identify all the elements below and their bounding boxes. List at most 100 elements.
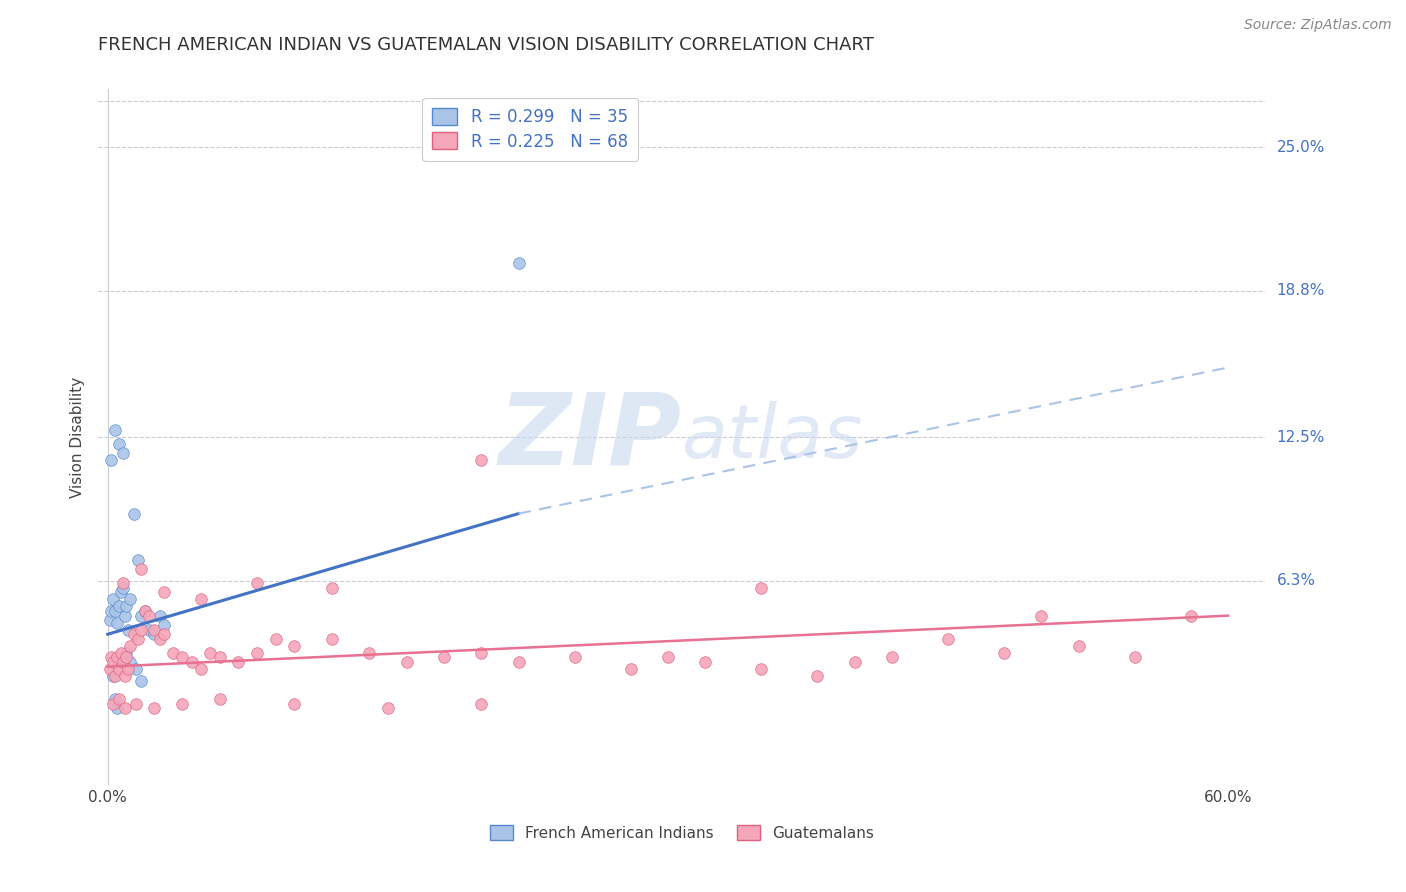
Point (127, 553, 149, 567)
Point (134, 604, 156, 618)
Point (104, 604, 127, 618)
Point (120, 655, 142, 669)
Text: FRENCH AMERICAN INDIAN VS GUATEMALAN VISION DISABILITY CORRELATION CHART: FRENCH AMERICAN INDIAN VS GUATEMALAN VIS… (98, 36, 875, 54)
Point (283, 639, 305, 653)
Text: 18.8%: 18.8% (1277, 284, 1324, 299)
Point (695, 655, 717, 669)
Point (110, 585, 132, 599)
Point (103, 669, 125, 683)
Text: 12.5%: 12.5% (1277, 430, 1324, 444)
Point (395, 655, 418, 669)
Point (115, 646, 138, 660)
Point (120, 592, 142, 607)
Point (120, 639, 142, 653)
Point (108, 692, 131, 706)
Point (104, 692, 127, 706)
Point (131, 673, 153, 688)
Point (104, 669, 127, 683)
Point (134, 604, 156, 618)
Point (125, 697, 148, 711)
Point (98, 662, 121, 676)
Point (228, 655, 250, 669)
Point (844, 655, 866, 669)
Point (749, 662, 772, 676)
Point (657, 650, 679, 665)
Point (100, 650, 122, 665)
Point (149, 608, 172, 623)
Point (190, 592, 212, 607)
Point (127, 632, 149, 646)
Point (152, 618, 174, 632)
Point (117, 623, 139, 637)
Point (172, 650, 194, 665)
Point (283, 697, 305, 711)
Point (111, 576, 134, 591)
Point (246, 576, 269, 591)
Point (152, 585, 174, 599)
Point (470, 697, 492, 711)
Point (108, 662, 131, 676)
Point (103, 655, 125, 669)
Point (131, 562, 153, 576)
Point (111, 581, 134, 595)
Point (200, 646, 222, 660)
Point (880, 650, 903, 665)
Point (1067, 639, 1090, 653)
Point (108, 599, 131, 614)
Text: Source: ZipAtlas.com: Source: ZipAtlas.com (1244, 18, 1392, 32)
Point (131, 623, 153, 637)
Point (114, 701, 136, 715)
Point (321, 581, 343, 595)
Point (749, 581, 772, 595)
Point (117, 662, 139, 676)
Point (470, 646, 492, 660)
Point (433, 650, 456, 665)
Point (321, 632, 343, 646)
Point (190, 662, 212, 676)
Point (103, 697, 125, 711)
Point (993, 646, 1015, 660)
Point (108, 662, 131, 676)
Point (619, 662, 641, 676)
Point (114, 608, 136, 623)
Point (143, 701, 166, 715)
Point (105, 650, 128, 665)
Point (110, 650, 132, 665)
Point (806, 669, 828, 683)
Point (1031, 608, 1053, 623)
Point (508, 655, 530, 669)
Point (143, 623, 166, 637)
Point (936, 632, 959, 646)
Point (111, 446, 134, 460)
Point (208, 650, 231, 665)
Point (131, 608, 153, 623)
Text: ZIP: ZIP (499, 389, 682, 485)
Point (1180, 608, 1202, 623)
Point (108, 437, 131, 451)
Point (125, 662, 148, 676)
Point (115, 599, 138, 614)
Text: 25.0%: 25.0% (1277, 140, 1324, 154)
Point (377, 701, 399, 715)
Text: atlas: atlas (682, 401, 863, 473)
Point (138, 608, 160, 623)
Point (208, 692, 231, 706)
Y-axis label: Vision Disability: Vision Disability (69, 376, 84, 498)
Point (470, 453, 492, 467)
Point (172, 697, 194, 711)
Point (143, 627, 166, 641)
Legend: French American Indians, Guatemalans: French American Indians, Guatemalans (484, 819, 880, 847)
Point (111, 655, 134, 669)
Point (149, 632, 172, 646)
Point (115, 650, 138, 665)
Point (103, 592, 125, 607)
Point (114, 669, 136, 683)
Point (138, 623, 160, 637)
Point (564, 650, 586, 665)
Point (110, 646, 132, 660)
Text: 6.3%: 6.3% (1277, 574, 1316, 589)
Point (508, 256, 530, 270)
Point (98, 613, 121, 627)
Point (105, 701, 128, 715)
Point (1123, 650, 1146, 665)
